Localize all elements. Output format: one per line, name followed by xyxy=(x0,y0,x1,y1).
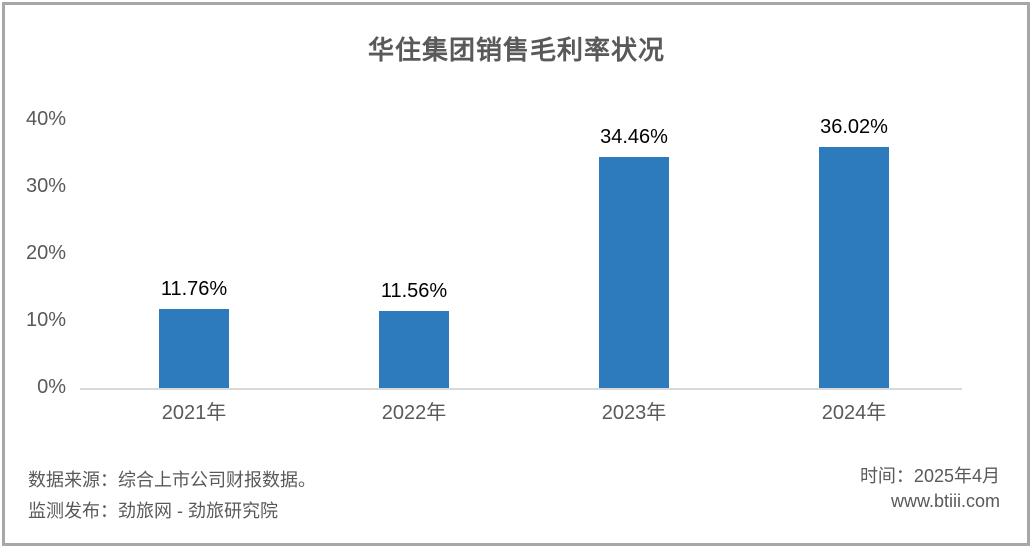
bar-value-label: 34.46% xyxy=(600,126,668,149)
bar xyxy=(159,309,229,388)
chart-title: 华住集团销售毛利率状况 xyxy=(367,35,665,65)
y-axis-tick-label: 0% xyxy=(37,376,66,398)
bar xyxy=(379,310,449,388)
bar xyxy=(599,157,669,388)
y-axis-tick-label: 30% xyxy=(25,175,66,197)
x-axis-category-label: 2023年 xyxy=(601,402,667,424)
bar-value-label: 11.56% xyxy=(380,279,448,302)
footer-source-block: 数据来源：综合上市公司财报数据。 监测发布：劲旅网 - 劲旅研究院 xyxy=(28,470,316,522)
website-text: www.btiii.com xyxy=(890,491,1000,511)
x-axis-category-label: 2022年 xyxy=(381,402,447,424)
data-source-text: 数据来源：综合上市公司财报数据。 xyxy=(28,470,316,490)
x-axis-category-label: 2021年 xyxy=(161,402,227,424)
bar-value-label: 36.02% xyxy=(820,115,888,138)
y-axis-tick-label: 40% xyxy=(25,108,66,130)
footer-time-block: 时间：2025年4月 www.btiii.com xyxy=(860,466,1000,512)
y-axis-tick-label: 10% xyxy=(25,309,66,331)
y-axis-tick-label: 20% xyxy=(25,242,66,264)
publisher-text: 监测发布：劲旅网 - 劲旅研究院 xyxy=(28,501,278,521)
x-axis-line xyxy=(80,388,962,390)
time-text: 时间：2025年4月 xyxy=(859,466,1000,486)
x-axis-category-label: 2024年 xyxy=(821,402,887,424)
bar-value-label: 11.76% xyxy=(160,278,228,301)
bar xyxy=(819,146,889,388)
